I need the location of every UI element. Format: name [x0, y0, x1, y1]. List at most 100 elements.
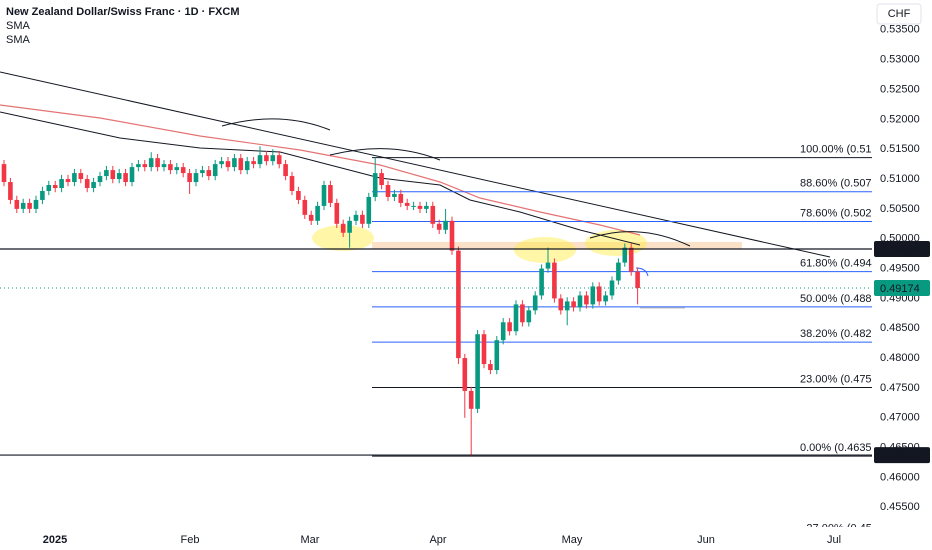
- candle-body: [59, 179, 64, 189]
- price-tag-label: 0.49174: [880, 283, 920, 295]
- price-tag: [874, 240, 930, 257]
- candle-body: [225, 161, 231, 168]
- y-tick-label: 0.52000: [880, 113, 920, 125]
- candle-body: [628, 247, 634, 272]
- candle-body: [200, 170, 205, 174]
- arc: [329, 148, 441, 161]
- candle-body: [14, 199, 20, 209]
- plot: 100.00% (0.51358) 88.60% (0.50788) 78.60% …: [1, 144, 887, 527]
- candle-body: [500, 322, 506, 341]
- candle-body: [20, 202, 26, 209]
- candle-body: [155, 158, 160, 168]
- candle-body: [289, 176, 295, 191]
- candle-body: [232, 158, 237, 168]
- candle-body: [372, 173, 378, 197]
- price-tag: [874, 447, 930, 464]
- drawings: [0, 71, 831, 309]
- candle-body: [46, 185, 52, 191]
- x-tick-label: 2025: [43, 534, 67, 546]
- candle-body: [174, 167, 180, 171]
- candle-body: [481, 334, 487, 365]
- candle-body: [507, 322, 512, 332]
- candle-body: [212, 164, 218, 177]
- candle-body: [545, 262, 551, 269]
- chart-title: New Zealand Dollar/Swiss Franc · 1D · FX…: [6, 6, 240, 18]
- candle-body: [27, 202, 32, 209]
- zone-band: [372, 242, 742, 249]
- candle-body: [206, 170, 212, 177]
- arc: [589, 231, 691, 247]
- candle-body: [251, 161, 256, 165]
- candle-body: [33, 199, 39, 209]
- candle-body: [270, 155, 276, 162]
- candle-body: [257, 155, 263, 165]
- candle-body: [193, 173, 199, 183]
- candle-body: [78, 173, 84, 180]
- candle-body: [84, 179, 90, 189]
- sma-black: [0, 111, 641, 246]
- candle-body: [513, 304, 519, 332]
- candle-body: [385, 185, 391, 197]
- candle-body: [398, 193, 404, 203]
- y-tick-label: 0.53000: [880, 54, 920, 66]
- fib-label: 61.80% (0.49448): [800, 258, 887, 270]
- candle-body: [110, 170, 116, 180]
- candle-body: [584, 295, 589, 305]
- candle-body: [123, 173, 128, 183]
- candle-body: [462, 358, 468, 391]
- candle-body: [244, 161, 250, 171]
- candle-body: [276, 155, 282, 165]
- candle-body: [334, 202, 340, 224]
- candle-body: [488, 364, 493, 371]
- candle-body: [539, 268, 544, 296]
- highlight: [514, 237, 576, 263]
- candle-body: [72, 173, 77, 183]
- candle-body: [340, 223, 346, 233]
- candle-body: [264, 155, 269, 162]
- candle-body: [360, 214, 365, 224]
- candle-body: [52, 185, 58, 189]
- currency-box[interactable]: [876, 3, 922, 25]
- candle-body: [136, 164, 141, 168]
- sma-red: [0, 104, 641, 236]
- candle-body: [526, 310, 532, 323]
- candle-body: [104, 170, 109, 177]
- candle-body: [283, 164, 288, 177]
- x-tick-label: Apr: [429, 534, 446, 546]
- candle-body: [168, 164, 173, 171]
- candle-body: [468, 390, 474, 409]
- fib-label: 78.60% (0.50288): [800, 207, 887, 219]
- y-tick-label: 0.48000: [880, 352, 920, 364]
- candle-body: [532, 295, 538, 311]
- trend-line: [0, 71, 831, 258]
- price-tag-label: 0.49828: [880, 244, 920, 256]
- candle-body: [577, 295, 583, 308]
- fib-label: 0.00% (0.46358): [800, 442, 881, 454]
- candle-body: [142, 164, 148, 168]
- fib-label: 88.60% (0.50788): [800, 178, 887, 190]
- candle-body: [590, 286, 596, 305]
- candle-body: [635, 271, 640, 289]
- indicator: SMA: [6, 20, 31, 32]
- candle-body: [404, 202, 410, 206]
- y-tick-label: 0.47500: [880, 382, 920, 394]
- indicator: SMA: [6, 34, 31, 46]
- candle-body: [302, 199, 308, 215]
- candle-body: [494, 340, 500, 371]
- candle-body: [456, 250, 461, 359]
- y-tick-label: 0.50500: [880, 203, 920, 215]
- fib-label: 23.00% (0.47508): [800, 373, 887, 385]
- candle-body: [296, 190, 301, 200]
- candle-body: [1, 164, 7, 183]
- candle-body: [417, 205, 423, 209]
- candle-body: [449, 220, 455, 251]
- currency[interactable]: CHF: [888, 8, 911, 20]
- candle-body: [564, 301, 570, 311]
- candle-body: [558, 298, 564, 311]
- y-tick-label: 0.49500: [880, 262, 920, 274]
- candle-body: [424, 205, 429, 209]
- x-tick-label: Mar: [301, 534, 320, 546]
- y-tick-label: 0.48500: [880, 322, 920, 334]
- y-tick-label: 0.51500: [880, 143, 920, 155]
